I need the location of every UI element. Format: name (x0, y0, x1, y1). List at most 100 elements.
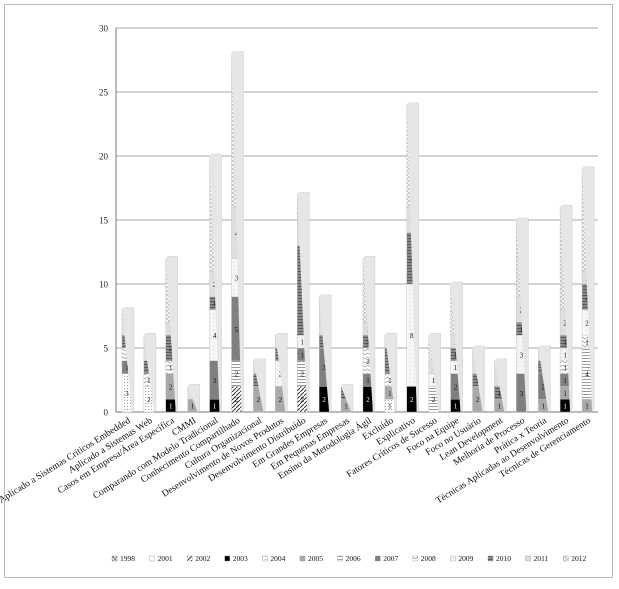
bar-stack: 11111128 (559, 205, 573, 413)
bar-depth (406, 102, 419, 413)
data-label: 2 (366, 396, 370, 404)
data-label: 1 (300, 339, 304, 347)
bar-depth (297, 192, 310, 413)
data-label: 2 (147, 396, 151, 404)
bar-depth (231, 51, 244, 413)
data-label: 3 (520, 390, 524, 398)
data-label: 1 (563, 339, 567, 347)
y-tick-label: 20 (99, 152, 109, 162)
bar-depth (253, 358, 266, 413)
data-label: 1 (213, 403, 217, 411)
legend-label: 2006 (346, 554, 361, 563)
legend-label: 2011 (534, 554, 549, 563)
bar-depth (275, 333, 288, 413)
bar-stack: 28428 (406, 102, 419, 413)
bar-depth (121, 307, 135, 413)
data-label: 8 (410, 332, 414, 340)
bar-depth (494, 358, 507, 413)
bar-stack: 121215 (165, 256, 178, 413)
data-label: 3 (322, 364, 326, 372)
legend-swatch (450, 555, 456, 562)
data-label: 3 (235, 275, 239, 283)
legend-swatch (299, 555, 306, 562)
data-label: 1 (563, 351, 567, 359)
data-label: 1 (125, 364, 129, 372)
legend-label: 2005 (308, 554, 323, 563)
legend-swatch (111, 555, 118, 562)
legend: 1998 2001 2002 2003 2004 2005 2006 2007 2008 2009… (111, 554, 586, 563)
legend-swatch (375, 555, 381, 562)
legend-swatch (262, 555, 268, 562)
bar-stack: 311111 (121, 307, 135, 413)
data-label: 1 (454, 364, 458, 372)
data-label: 1 (169, 403, 173, 411)
bar-stack: 121114 (450, 281, 463, 413)
data-label: 1 (563, 377, 567, 385)
bar-depth (143, 333, 157, 413)
bar-depth (450, 281, 463, 413)
data-label: 2 (541, 383, 545, 391)
data-label: 1 (454, 351, 458, 359)
bar-depth (559, 205, 573, 413)
y-tick-label: 5 (104, 344, 109, 354)
bar-depth (516, 217, 529, 413)
legend-swatch (525, 555, 531, 562)
data-label: 1 (388, 377, 392, 385)
data-label: 2 (169, 345, 173, 353)
legend-swatch (224, 555, 231, 562)
data-label: 2 (235, 396, 239, 404)
y-tick-label: 30 (99, 24, 109, 34)
data-label: 1 (300, 351, 304, 359)
data-label: 2 (169, 383, 173, 391)
legend-label: 2001 (158, 554, 173, 563)
bar-stack: 11 (187, 384, 200, 413)
bar-stack: 1412218 (581, 166, 595, 413)
legend-swatch (412, 555, 418, 562)
data-label: 3 (520, 351, 524, 359)
data-label: 2 (585, 319, 589, 327)
bar-stack: 112 (494, 358, 507, 413)
data-label: 2 (279, 396, 283, 404)
data-label: 1 (388, 403, 392, 411)
bars: 3111112112121215111341292253412211221122… (121, 51, 595, 413)
data-label: 2 (257, 396, 261, 404)
bar-stack: 11 (340, 384, 354, 413)
data-label: 1 (520, 326, 524, 334)
bar-depth (165, 256, 178, 413)
data-label: 1 (563, 390, 567, 398)
legend-swatch (563, 555, 569, 562)
bar-depth (362, 256, 376, 413)
data-label: 1 (388, 390, 392, 398)
data-label: 1 (454, 403, 458, 411)
data-label: 1 (498, 390, 502, 398)
data-label: 3 (125, 390, 129, 398)
bar-stack: 212115 (362, 256, 376, 413)
legend-label: 2012 (571, 554, 586, 563)
data-label: 5 (235, 326, 239, 334)
data-label: 1 (498, 403, 502, 411)
data-label: 2 (476, 396, 480, 404)
legend-label: 2007 (383, 554, 398, 563)
data-label: 2 (563, 319, 567, 327)
legend-swatch (186, 555, 193, 562)
chart-frame (4, 4, 613, 578)
data-label: 1 (585, 403, 589, 411)
data-label: 1 (366, 377, 370, 385)
legend-swatch (487, 555, 494, 562)
data-label: 1 (563, 403, 567, 411)
bar-depth (384, 333, 398, 413)
data-label: 1 (541, 403, 545, 411)
legend-label: 2010 (496, 554, 511, 563)
legend-label: 2003 (233, 554, 248, 563)
y-tick-label: 0 (104, 408, 109, 418)
legend-swatch (337, 555, 343, 562)
data-label: 2 (585, 294, 589, 302)
legend-label: 2004 (270, 554, 285, 563)
data-label: 1 (344, 403, 348, 411)
data-label: 1 (213, 300, 217, 308)
